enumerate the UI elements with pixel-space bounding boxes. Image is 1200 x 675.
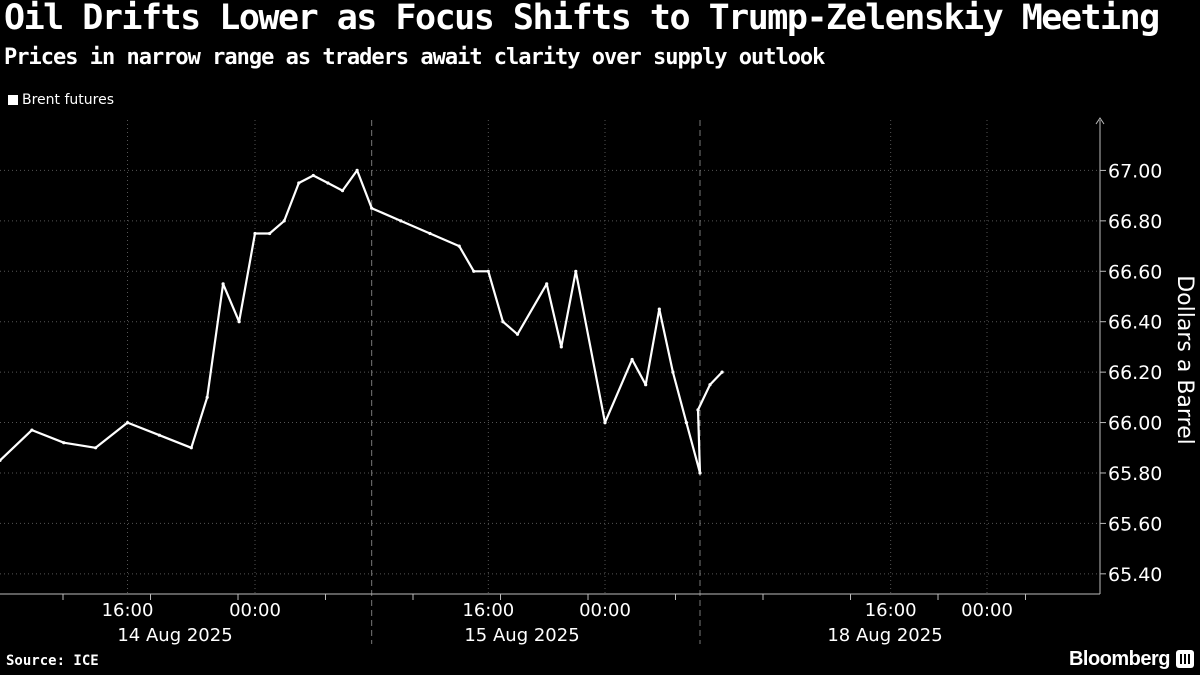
data-point: [644, 383, 648, 387]
data-point: [720, 370, 724, 374]
data-point: [125, 421, 130, 425]
data-point: [0, 458, 2, 462]
data-point: [326, 181, 330, 185]
x-date-label: 18 Aug 2025: [827, 625, 942, 646]
data-point: [237, 320, 241, 324]
data-point: [157, 433, 161, 437]
y-axis-label: Dollars a Barrel: [1172, 275, 1197, 445]
x-date-label: 14 Aug 2025: [117, 625, 232, 646]
data-point: [545, 282, 549, 286]
data-point: [370, 206, 374, 210]
data-point: [189, 446, 193, 450]
x-tick-label: 16:00: [865, 600, 917, 621]
x-tick-label: 16:00: [462, 600, 514, 621]
brand-name: Bloomberg: [1068, 648, 1171, 670]
x-tick-label: 00:00: [229, 600, 281, 621]
bloomberg-logo-icon: [1176, 650, 1194, 668]
data-point: [486, 269, 490, 273]
data-point: [671, 370, 675, 374]
data-point: [708, 383, 712, 387]
data-point: [603, 421, 607, 425]
chart-legend: Brent futures: [8, 92, 114, 108]
data-point: [355, 168, 359, 172]
x-tick-label: 00:00: [579, 600, 631, 621]
data-point: [457, 244, 461, 248]
x-tick-label: 16:00: [102, 600, 154, 621]
data-point: [574, 269, 578, 273]
data-point: [62, 441, 66, 445]
x-tick-label: 00:00: [961, 600, 1013, 621]
x-date-label: 15 Aug 2025: [464, 625, 579, 646]
y-tick-label: 67.00: [1108, 160, 1162, 182]
data-point: [684, 421, 689, 425]
data-point: [559, 345, 563, 349]
data-point: [696, 408, 700, 412]
y-tick-label: 66.60: [1108, 261, 1162, 283]
data-point: [311, 173, 315, 178]
data-point: [253, 231, 257, 236]
y-axis-arrow: [1095, 117, 1105, 125]
data-point: [698, 471, 702, 475]
y-tick-label: 65.80: [1108, 463, 1162, 485]
legend-swatch: [8, 95, 18, 105]
y-tick-label: 66.00: [1108, 413, 1162, 435]
source-note: Source: ICE: [6, 653, 99, 669]
y-tick-label: 66.20: [1108, 362, 1162, 384]
data-point: [297, 181, 301, 185]
chart-subtitle: Prices in narrow range as traders await …: [4, 45, 825, 70]
data-point: [30, 428, 34, 432]
data-point: [472, 269, 476, 273]
data-point: [282, 219, 286, 223]
data-point: [221, 282, 225, 286]
data-point: [340, 189, 345, 193]
data-point: [399, 219, 403, 223]
data-point: [268, 231, 272, 236]
y-tick-label: 65.40: [1108, 564, 1162, 586]
data-point: [428, 231, 432, 236]
y-tick-label: 65.60: [1108, 513, 1162, 535]
data-point: [630, 357, 634, 362]
data-point: [657, 307, 661, 311]
data-point: [205, 395, 209, 399]
data-point: [94, 446, 98, 450]
y-tick-label: 66.80: [1108, 211, 1162, 233]
chart-title: Oil Drifts Lower as Focus Shifts to Trum…: [4, 0, 1160, 38]
data-point: [501, 320, 505, 324]
legend-label: Brent futures: [22, 92, 114, 108]
y-tick-label: 66.40: [1108, 312, 1162, 334]
data-point: [515, 332, 520, 336]
